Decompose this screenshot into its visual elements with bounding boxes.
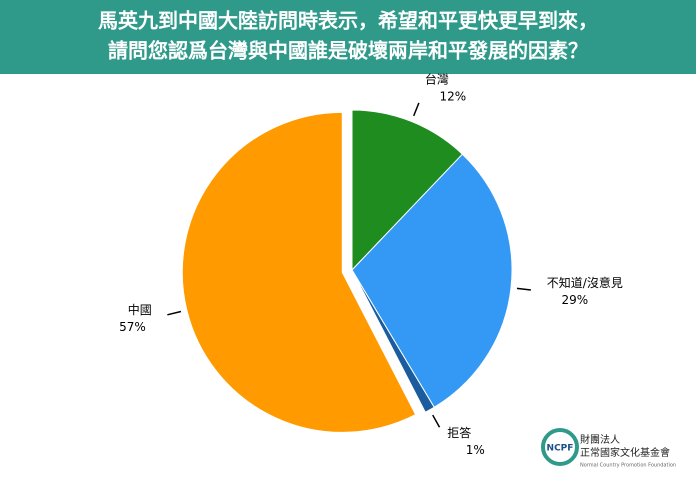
value-label: 1% <box>466 443 485 457</box>
chart-title: 馬英九到中國大陸訪問時表示，希望和平更快更早到來， <box>98 9 598 33</box>
logo: NCPF 財團法人 正常國家文化基金會 Normal Country Promo… <box>541 428 676 469</box>
leader-line <box>432 414 441 428</box>
chart-title: 請問您認爲台灣與中國誰是破壞兩岸和平發展的因素？ <box>108 39 588 63</box>
pie-slice <box>351 269 435 413</box>
logo-ring <box>541 428 579 466</box>
leader-line <box>516 287 531 291</box>
value-label: 29% <box>561 293 588 307</box>
slice-label: 台灣 <box>425 72 449 87</box>
pie-slice <box>181 111 417 433</box>
value-label: 12% <box>440 90 467 104</box>
pie-slice <box>351 153 513 408</box>
slice-label: 拒答 <box>447 425 471 440</box>
logo-name: 正常國家文化基金會 <box>580 446 670 459</box>
header-band <box>0 0 696 74</box>
logo-english: Normal Country Promotion Foundation <box>580 463 676 469</box>
pie-slice <box>351 109 464 272</box>
value-label: 57% <box>119 320 146 334</box>
logo-name: 財團法人 <box>580 433 620 446</box>
logo-mark: NCPF <box>547 444 574 454</box>
slice-label: 中國 <box>128 302 152 317</box>
leader-line <box>412 102 420 117</box>
leader-line <box>167 310 182 316</box>
slice-label: 不知道/沒意見 <box>547 275 623 290</box>
